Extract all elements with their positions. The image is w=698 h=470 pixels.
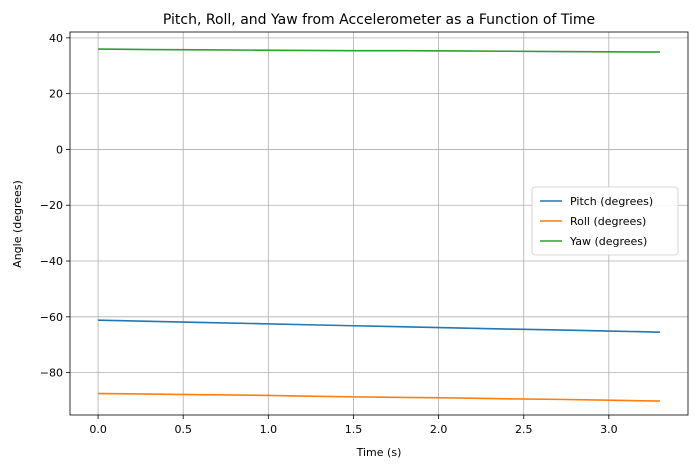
series-line xyxy=(98,392,660,402)
y-tick-label: 20 xyxy=(49,88,63,101)
legend-label: Pitch (degrees) xyxy=(570,195,653,208)
legend-label: Roll (degrees) xyxy=(570,215,646,228)
legend-box xyxy=(531,186,679,256)
y-tick-label: 40 xyxy=(49,32,63,45)
x-tick-label: 2.5 xyxy=(515,423,533,436)
series-lines xyxy=(98,48,660,402)
x-tick-label: 0.5 xyxy=(174,423,192,436)
x-axis-title: Time (s) xyxy=(356,446,402,459)
y-axis-title: Angle (degrees) xyxy=(11,180,24,268)
axis-ticks: 0.0 0.5 1.0 1.5 2.0 2.5 3.0 −80 −60 −40 −20 0 20 40 xyxy=(40,32,618,436)
x-tick-label: 2.0 xyxy=(430,423,448,436)
legend-label: Yaw (degrees) xyxy=(569,235,647,248)
y-tick-label: 0 xyxy=(56,143,63,156)
y-tick-label: −60 xyxy=(40,311,63,324)
legend: Pitch (degrees) Roll (degrees) Yaw (degree… xyxy=(531,186,679,256)
chart-title: Pitch, Roll, and Yaw from Accelerometer … xyxy=(163,12,595,28)
x-tick-label: 3.0 xyxy=(600,423,618,436)
x-tick-label: 0.0 xyxy=(89,423,107,436)
x-tick-label: 1.5 xyxy=(345,423,363,436)
plot-frame xyxy=(69,31,689,416)
x-tick-label: 1.0 xyxy=(260,423,278,436)
y-tick-label: −80 xyxy=(40,367,63,380)
y-tick-label: −40 xyxy=(40,255,63,268)
y-tick-label: −20 xyxy=(40,199,63,212)
series-line xyxy=(98,319,660,333)
series-line xyxy=(98,48,660,53)
